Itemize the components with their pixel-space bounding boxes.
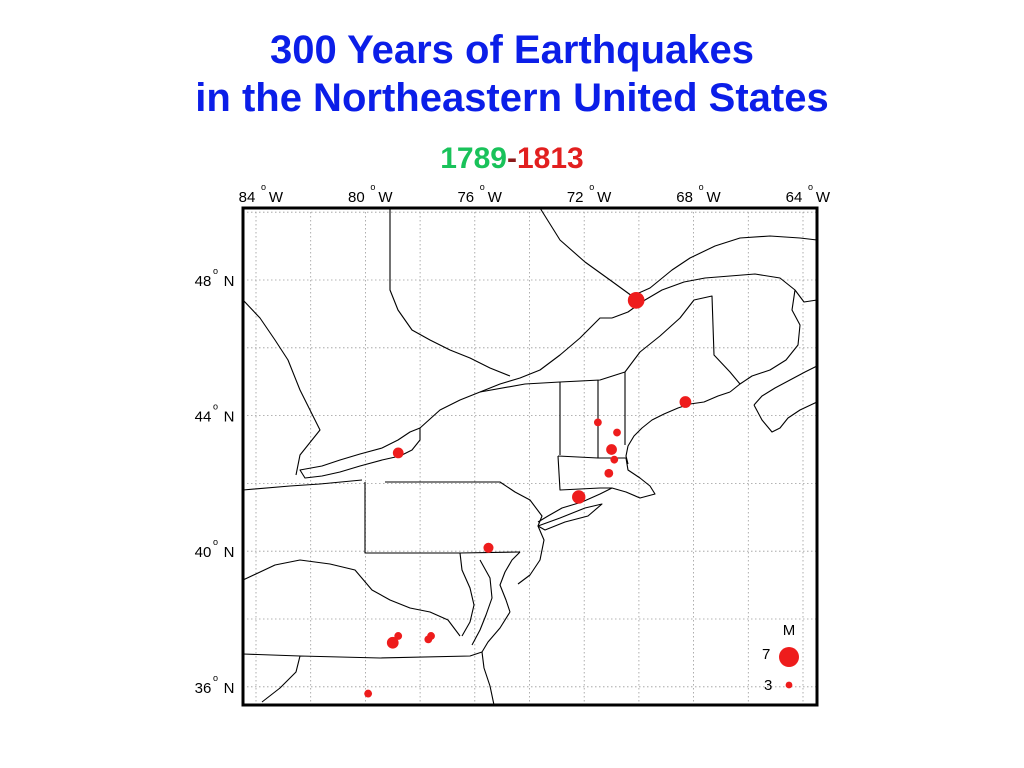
- earthquake-marker: [392, 447, 404, 459]
- earthquake-marker: [386, 636, 399, 649]
- longitude-label-64: 64: [786, 189, 803, 206]
- degree-symbol: o: [589, 182, 594, 192]
- longitude-label-76: 76: [457, 189, 474, 206]
- earthquake-marker: [627, 291, 645, 309]
- degree-symbol: o: [213, 266, 218, 276]
- degree-symbol: o: [261, 182, 266, 192]
- earthquake-marker: [606, 444, 617, 455]
- st-lawrence-river: [419, 317, 612, 429]
- hemisphere-label: W: [488, 189, 503, 206]
- earthquake-marker: [394, 632, 403, 640]
- hemisphere-label: W: [597, 189, 612, 206]
- hemisphere-label: N: [224, 680, 235, 697]
- legend-label-small: 3: [764, 677, 772, 694]
- year-start: 1789: [440, 142, 507, 175]
- year-end: 1813: [517, 142, 584, 175]
- earthquake-marker: [364, 689, 373, 698]
- maine-coast: [625, 391, 731, 465]
- legend-label-large: 7: [762, 646, 770, 663]
- nova-scotia: [753, 365, 818, 433]
- degree-symbol: o: [370, 182, 375, 192]
- longitude-label-72: 72: [567, 189, 584, 206]
- hemisphere-label: N: [224, 409, 235, 426]
- ontario-quebec-border: [389, 208, 511, 377]
- earthquake-marker: [427, 632, 435, 640]
- southern-new-england: [537, 455, 656, 523]
- degree-symbol: o: [213, 673, 218, 683]
- graticule: [243, 208, 817, 705]
- hemisphere-label: N: [224, 544, 235, 561]
- maine-border: [624, 295, 741, 445]
- hemisphere-label: N: [224, 273, 235, 290]
- degree-symbol: o: [213, 537, 218, 547]
- earthquake-marker: [593, 418, 602, 427]
- hemisphere-label: W: [707, 189, 722, 206]
- longitude-label-68: 68: [676, 189, 693, 206]
- hemisphere-label: W: [269, 189, 284, 206]
- st-lawrence-north-shore: [539, 207, 818, 297]
- chesapeake: [459, 552, 493, 646]
- year-separator: -: [507, 142, 517, 175]
- latitude-label-44: 44: [195, 409, 212, 426]
- degree-symbol: o: [808, 182, 813, 192]
- virginia-borders: [242, 559, 483, 703]
- legend-marker-large: [779, 647, 799, 667]
- degree-symbol: o: [213, 402, 218, 412]
- degree-symbol: o: [480, 182, 485, 192]
- legend-marker-small: [785, 681, 793, 689]
- latitude-label-48: 48: [195, 273, 212, 290]
- new-brunswick-coast: [729, 289, 801, 393]
- hemisphere-label: W: [378, 189, 393, 206]
- earthquake-marker: [679, 396, 692, 408]
- earthquake-marker: [572, 490, 586, 504]
- earthquake-markers: [364, 291, 692, 698]
- map-border: [241, 206, 819, 707]
- latitude-label-40: 40: [195, 544, 212, 561]
- long-island: [537, 503, 603, 531]
- earthquake-marker: [604, 468, 614, 478]
- map-title: 300 Years of Earthquakes in the Northeas…: [0, 26, 1024, 122]
- title-line-2: in the Northeastern United States: [195, 76, 829, 120]
- degree-symbol: o: [699, 182, 704, 192]
- nj-coast: [499, 525, 545, 613]
- legend-title: M: [783, 622, 796, 639]
- earthquake-marker: [613, 428, 621, 437]
- magnitude-legend: M 7 3: [762, 622, 799, 694]
- lake-ontario: [299, 427, 421, 479]
- earthquake-marker: [483, 542, 494, 553]
- latitude-label-36: 36: [195, 680, 212, 697]
- year-range: 1789-1813: [0, 142, 1024, 176]
- map-area: [243, 208, 817, 705]
- title-line-1: 300 Years of Earthquakes: [270, 28, 754, 72]
- hemisphere-label: W: [816, 189, 831, 206]
- longitude-label-80: 80: [348, 189, 365, 206]
- atlantic-coast-south: [481, 611, 511, 706]
- earthquake-marker: [610, 455, 619, 464]
- great-lakes-west: [242, 299, 363, 491]
- longitude-label-84: 84: [239, 189, 256, 206]
